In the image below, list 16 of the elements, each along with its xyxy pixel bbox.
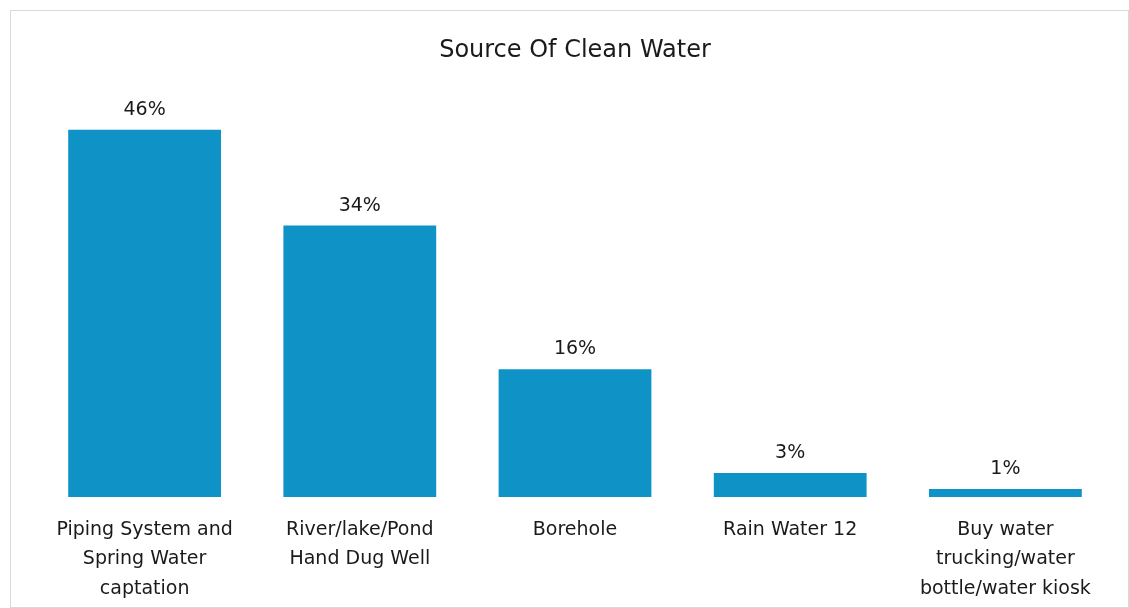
data-label: 34% [338, 192, 381, 215]
data-label: 16% [553, 336, 597, 359]
data-label: 1% [990, 456, 1021, 479]
x-tick-label: Borehole [532, 516, 618, 539]
bar [498, 369, 652, 497]
data-label: 3% [775, 440, 806, 463]
x-tick-label: Piping System and Spring Water captation [56, 516, 233, 598]
bar [929, 489, 1082, 497]
bar [68, 129, 221, 497]
x-tick-label: River/lake/Pond Hand Dug Well [286, 516, 434, 569]
bar [713, 473, 867, 497]
x-tick-label: Rain Water 12 [723, 516, 858, 539]
bar [283, 225, 437, 497]
chart-title: Source Of Clean Water [439, 34, 711, 63]
data-label: 46% [123, 96, 166, 119]
x-tick-label: Buy water trucking/water bottle/water kiosk [919, 516, 1091, 598]
